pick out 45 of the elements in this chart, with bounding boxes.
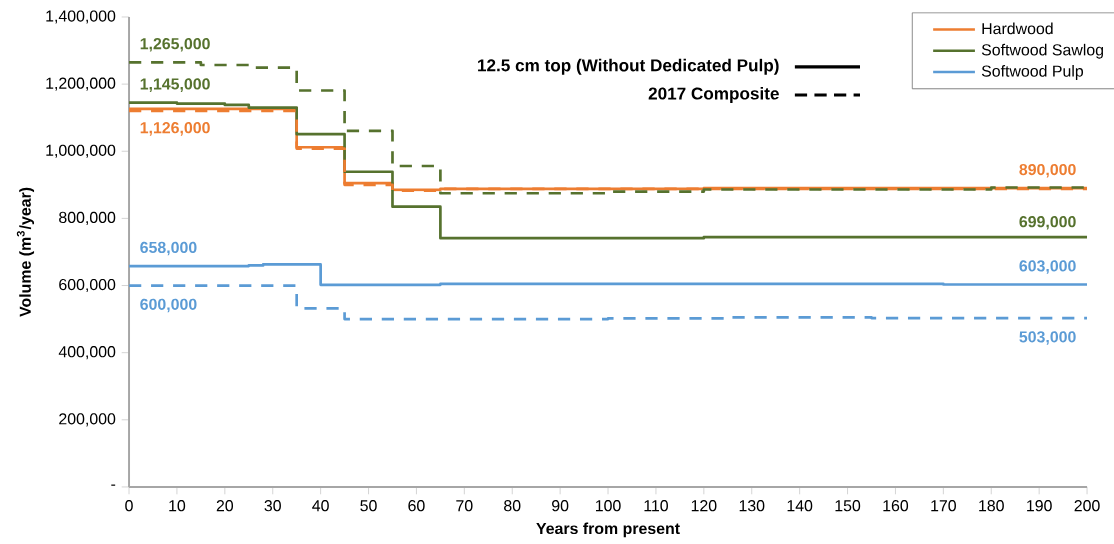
y-tick-label: 400,000	[58, 346, 116, 360]
x-tick-label: 80	[504, 500, 521, 512]
data-label: 1,126,000	[140, 122, 210, 136]
legend-label: Softwood Pulp	[981, 65, 1084, 80]
data-label: 658,000	[140, 241, 197, 256]
data-label: 890,000	[1019, 163, 1076, 178]
x-tick-label: 200	[1074, 500, 1100, 512]
annotation: 699,000	[1019, 216, 1076, 230]
x-tick-label: 160	[883, 500, 909, 512]
x-tick-label: 120	[691, 500, 717, 512]
x-tick-label: 50	[360, 500, 377, 512]
legend-label: Hardwood	[982, 22, 1053, 35]
x-tick-label: 190	[1027, 500, 1052, 512]
x-tick-label: 40	[312, 500, 329, 512]
legend-label: Softwood Sawlog	[981, 43, 1104, 59]
x-tick-label: 60	[408, 500, 425, 512]
y-tick-label: 600,000	[59, 278, 116, 293]
y-axis-title: Volume (m$^{3}$/year)	[16, 187, 35, 317]
data-label: 1,265,000	[140, 38, 210, 52]
x-tick-label: 0	[125, 500, 133, 512]
x-tick-label: 150	[835, 500, 861, 512]
data-label: 603,000	[1019, 260, 1076, 274]
data-label: 600,000	[140, 298, 197, 313]
x-tick-label: 70	[456, 500, 473, 512]
y-tick-label: 200,000	[59, 413, 116, 427]
y-tick-label: 800,000	[59, 211, 116, 225]
x-axis-title: Years from present	[536, 522, 680, 538]
x-tick-label: 180	[979, 500, 1004, 512]
x-tick-label: 30	[264, 500, 281, 512]
x-tick-label: 130	[739, 500, 765, 512]
y-tick-label: -	[111, 484, 116, 486]
x-tick-label: 110	[644, 500, 668, 512]
x-tick-label: 20	[216, 500, 234, 512]
y-tick-label: 1,400,000	[46, 10, 116, 24]
x-tick-label: 10	[169, 500, 186, 512]
x-tick-label: 140	[787, 500, 813, 512]
y-tick-label: 1,200,000	[46, 77, 116, 91]
x-tick-label: 100	[596, 500, 621, 512]
annotation: 12.5 cm top (Without Dedicated Pulp)	[478, 58, 779, 75]
data-label: 503,000	[1019, 331, 1076, 345]
data-label: 1,145,000	[140, 78, 210, 92]
x-tick-label: 170	[931, 500, 956, 512]
y-tick-label: 1,000,000	[46, 144, 116, 158]
x-tick-label: 90	[552, 500, 569, 512]
annotation: 2017 Composite	[648, 87, 779, 104]
